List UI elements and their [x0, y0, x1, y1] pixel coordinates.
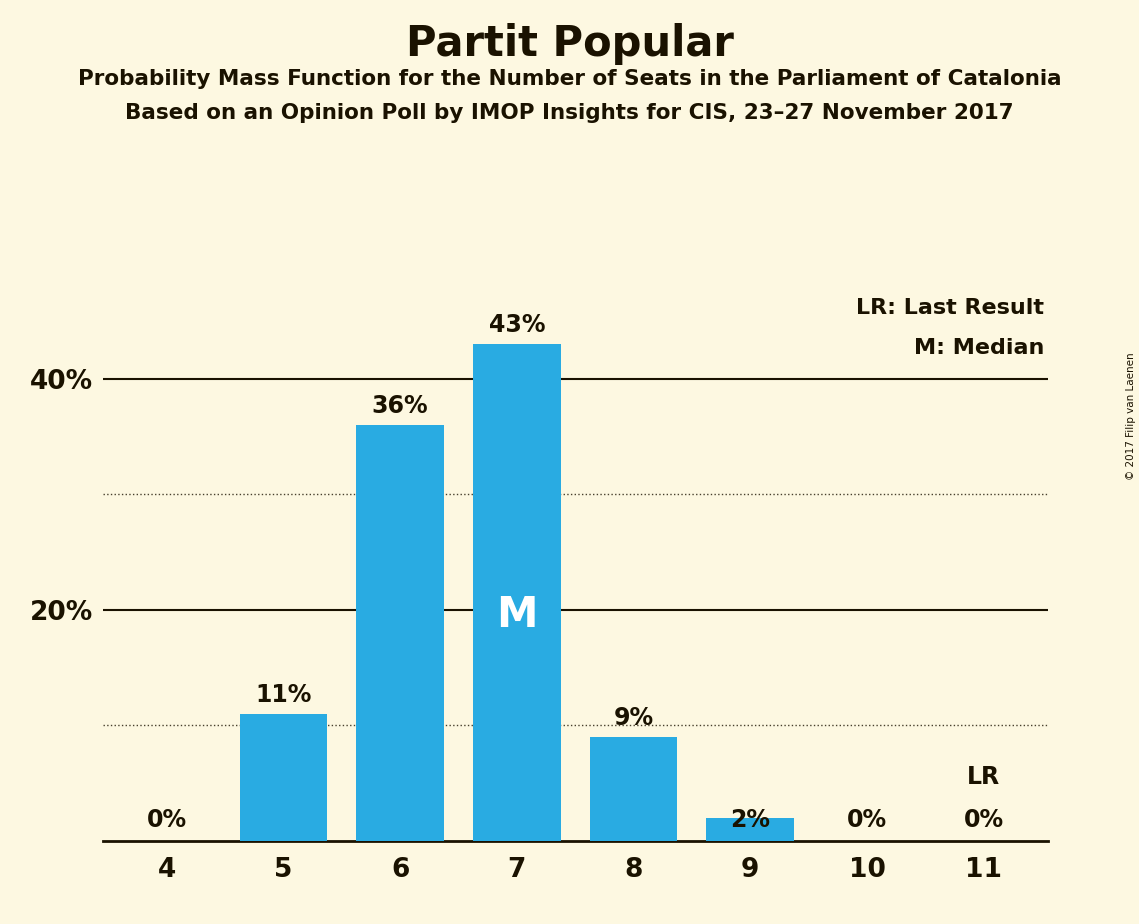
Text: 43%: 43%: [489, 313, 546, 337]
Text: 0%: 0%: [847, 808, 887, 832]
Text: Probability Mass Function for the Number of Seats in the Parliament of Catalonia: Probability Mass Function for the Number…: [77, 69, 1062, 90]
Text: 11%: 11%: [255, 683, 312, 707]
Bar: [239, 713, 327, 841]
Bar: [706, 818, 794, 841]
Text: © 2017 Filip van Laenen: © 2017 Filip van Laenen: [1126, 352, 1136, 480]
Text: Based on an Opinion Poll by IMOP Insights for CIS, 23–27 November 2017: Based on an Opinion Poll by IMOP Insight…: [125, 103, 1014, 124]
Text: 9%: 9%: [614, 706, 654, 730]
Text: 2%: 2%: [730, 808, 770, 832]
Text: M: M: [497, 594, 538, 636]
Bar: [357, 425, 444, 841]
Text: 36%: 36%: [371, 395, 428, 418]
Text: 0%: 0%: [964, 808, 1003, 832]
Text: LR: LR: [967, 765, 1000, 789]
Text: Partit Popular: Partit Popular: [405, 23, 734, 65]
Text: LR: Last Result: LR: Last Result: [857, 298, 1044, 318]
Text: 0%: 0%: [147, 808, 187, 832]
Bar: [473, 345, 560, 841]
Text: M: Median: M: Median: [913, 338, 1044, 359]
Bar: [590, 737, 678, 841]
